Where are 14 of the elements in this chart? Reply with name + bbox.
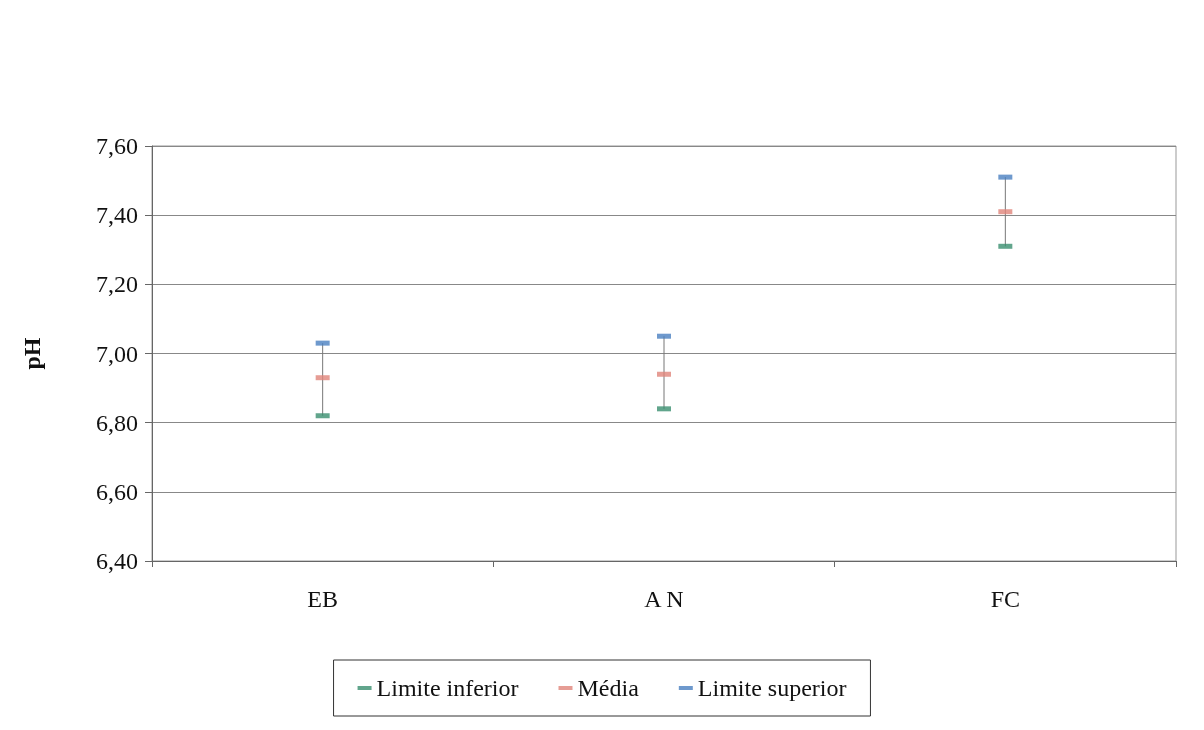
y-tick-label: 6,40 <box>96 548 138 574</box>
y-tick-label: 6,60 <box>96 478 138 505</box>
legend-label: Média <box>577 675 640 701</box>
x-tick-label: EB <box>307 586 338 612</box>
y-tick-label: 7,00 <box>96 340 138 367</box>
y-axis-title: pH <box>19 337 45 370</box>
x-tick-label: FC <box>990 586 1021 612</box>
y-tick-label: 6,80 <box>96 409 138 436</box>
y-tick-label: 7,60 <box>96 133 138 159</box>
legend-label: Limite inferior <box>376 675 519 701</box>
x-tick-label: A N <box>644 586 684 612</box>
legend-label: Limite superior <box>697 675 847 701</box>
y-tick-label: 7,40 <box>96 202 138 229</box>
y-tick-label: 7,20 <box>96 271 138 298</box>
